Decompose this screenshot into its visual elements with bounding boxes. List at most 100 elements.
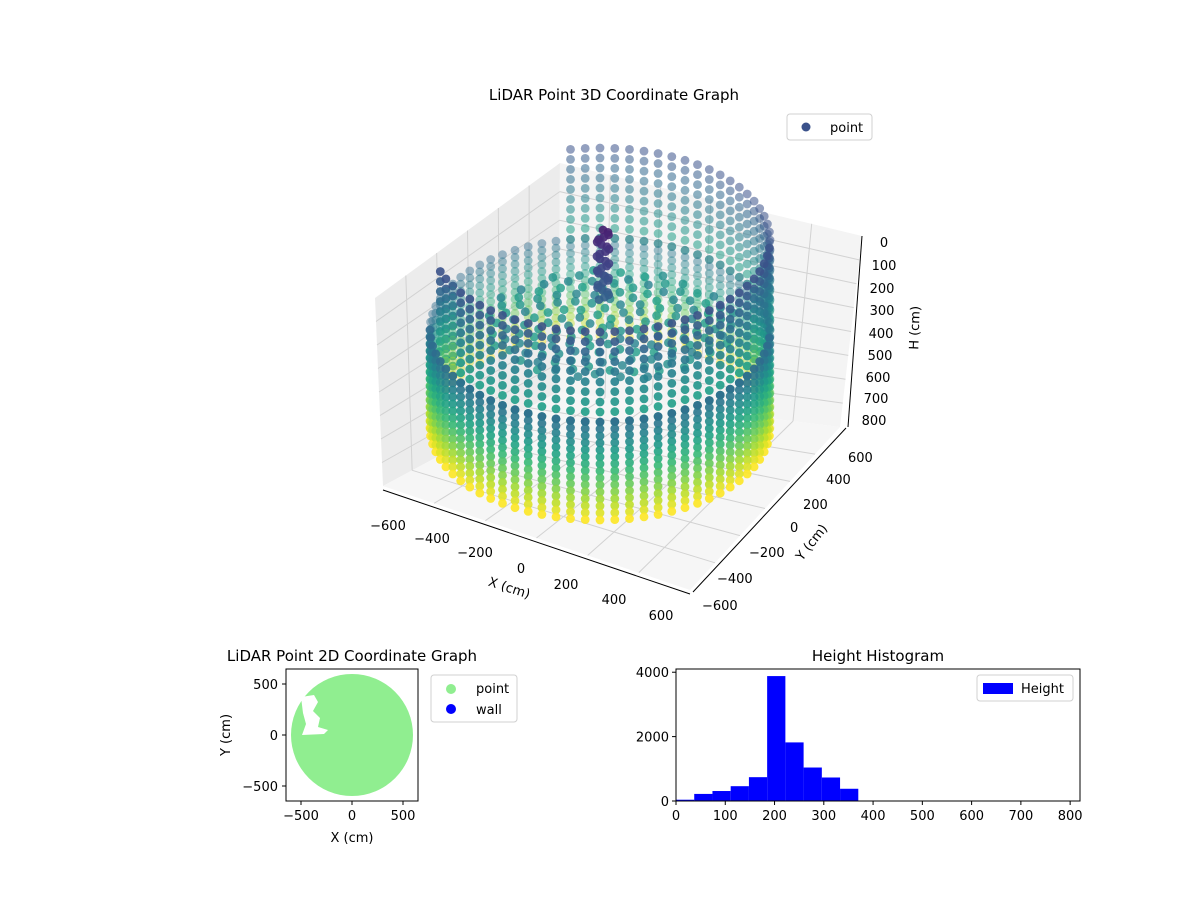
histogram-bar [840, 788, 859, 801]
point-marker [580, 515, 590, 524]
point-marker [693, 443, 702, 452]
point-marker [465, 374, 475, 384]
point-marker [725, 314, 735, 324]
point-marker [680, 468, 690, 478]
plot2d: LiDAR Point 2D Coordinate Graph −500 0 5… [219, 647, 518, 846]
point-marker [475, 446, 485, 456]
point-marker [734, 476, 744, 486]
point-marker [465, 454, 475, 464]
point-marker [580, 431, 590, 440]
point-marker [680, 245, 690, 255]
point-marker [625, 376, 634, 385]
point-marker [625, 514, 634, 523]
point-marker [498, 278, 507, 287]
point-marker [431, 315, 441, 325]
point-marker [551, 435, 561, 445]
point-marker [435, 267, 445, 276]
point-marker [693, 180, 702, 190]
point-marker [537, 402, 547, 411]
point-marker [441, 304, 451, 314]
point-marker [448, 399, 458, 409]
histogram-bars [676, 676, 859, 801]
point-marker [742, 259, 752, 269]
point-marker [667, 270, 677, 279]
point-marker [734, 378, 744, 388]
point-marker [551, 484, 561, 494]
point-marker [693, 415, 702, 424]
point-marker [625, 458, 634, 467]
point-marker [693, 240, 702, 250]
point-marker [693, 450, 702, 459]
point-marker [523, 256, 533, 265]
point-marker [465, 314, 475, 324]
point-marker [441, 286, 451, 296]
point-marker [715, 404, 725, 414]
point-marker [580, 297, 590, 306]
point-marker [580, 367, 590, 376]
point-marker [742, 351, 752, 361]
point-marker [653, 392, 663, 401]
point-marker [551, 428, 561, 438]
point-marker [704, 376, 714, 385]
point-marker [510, 489, 520, 499]
point-marker [486, 326, 496, 335]
point-marker [667, 242, 677, 252]
point-marker [680, 461, 690, 471]
point-marker [523, 270, 533, 279]
point-marker [704, 276, 714, 285]
point-marker [639, 512, 649, 522]
plot3d-left-pane [375, 163, 560, 486]
point-marker [755, 343, 765, 352]
point-marker [566, 465, 575, 474]
point-marker [448, 385, 458, 395]
x-tick-label: −500 [283, 809, 319, 824]
point-marker [725, 398, 735, 408]
point-marker [680, 225, 690, 235]
x-tick-label: 800 [1058, 809, 1083, 824]
point-marker [680, 489, 690, 499]
point-marker [625, 437, 634, 446]
point-marker [625, 396, 634, 405]
point-marker [428, 341, 437, 351]
point-marker [456, 462, 466, 472]
point-marker [575, 313, 585, 322]
point-marker [704, 215, 714, 224]
point-marker [616, 300, 625, 309]
point-marker [725, 287, 735, 297]
point-marker [667, 202, 677, 212]
plot2d-legend: point wall [430, 674, 518, 723]
point-marker [749, 286, 759, 296]
point-marker [704, 356, 714, 365]
point-marker [441, 364, 451, 374]
point-marker [516, 285, 526, 295]
point-marker [749, 399, 759, 409]
point-marker [510, 461, 520, 471]
point-marker [742, 189, 752, 199]
point-marker [523, 263, 533, 272]
point-marker [595, 143, 605, 153]
point-marker [551, 498, 561, 508]
point-marker [725, 294, 735, 304]
point-marker [465, 364, 475, 374]
point-marker [763, 309, 772, 319]
point-marker [595, 452, 605, 462]
point-marker [580, 276, 590, 285]
point-marker [693, 220, 702, 230]
point-marker [537, 461, 547, 470]
point-marker [486, 316, 496, 325]
point-marker [765, 325, 775, 335]
point-marker [693, 401, 702, 410]
point-marker [704, 424, 714, 433]
point-marker [580, 234, 590, 243]
point-marker [580, 452, 590, 461]
point-marker [625, 444, 634, 453]
point-marker [537, 433, 547, 442]
point-marker [734, 298, 744, 308]
point-marker [456, 318, 466, 328]
point-marker [734, 328, 744, 338]
point-marker [625, 225, 634, 234]
point-marker [704, 235, 714, 244]
point-marker [475, 474, 485, 484]
point-marker [510, 454, 520, 464]
point-marker [667, 500, 677, 509]
